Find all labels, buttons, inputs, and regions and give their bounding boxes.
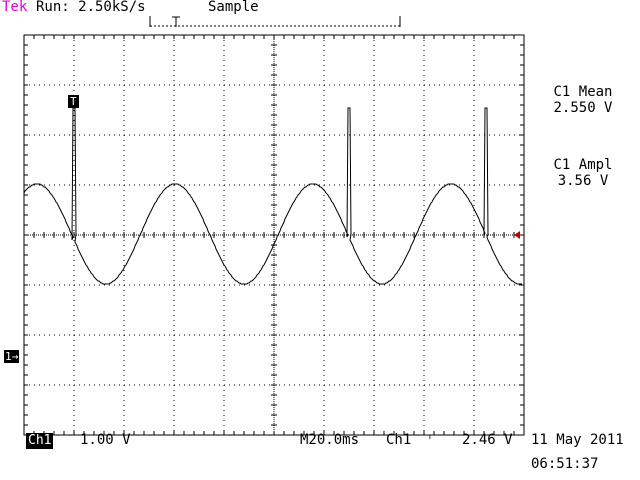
trigger-source: Ch1 bbox=[386, 432, 412, 448]
vertical-scale: 1.00 V bbox=[80, 432, 131, 448]
trigger-position-icon: T bbox=[68, 95, 79, 108]
measurement-mean-value: 2.550 V bbox=[553, 100, 613, 116]
trigger-level-marker bbox=[514, 231, 520, 239]
record-window-indicator bbox=[149, 16, 401, 27]
falling-edge-icon: ⌝ bbox=[424, 432, 433, 448]
graticule bbox=[23, 34, 525, 436]
run-status: Run: 2.50kS/s bbox=[36, 0, 146, 15]
measurement-mean-label: C1 Mean bbox=[553, 84, 613, 100]
timebase: M20.0ms bbox=[300, 432, 360, 448]
acquisition-mode: Sample bbox=[208, 0, 259, 15]
channel-badge: Ch1 bbox=[26, 433, 54, 449]
measurement-ampl-label: C1 Ampl bbox=[553, 157, 613, 173]
brand-logo: Tek bbox=[2, 0, 28, 15]
ch1-ground-marker: 1→ bbox=[4, 350, 20, 363]
ch1-waveform bbox=[23, 107, 522, 285]
trigger-level: 2.46 V bbox=[462, 432, 513, 448]
time: 06:51:37 bbox=[531, 456, 599, 472]
date: 11 May 2011 bbox=[531, 432, 624, 448]
measurement-ampl-value: 3.56 V bbox=[557, 173, 609, 189]
